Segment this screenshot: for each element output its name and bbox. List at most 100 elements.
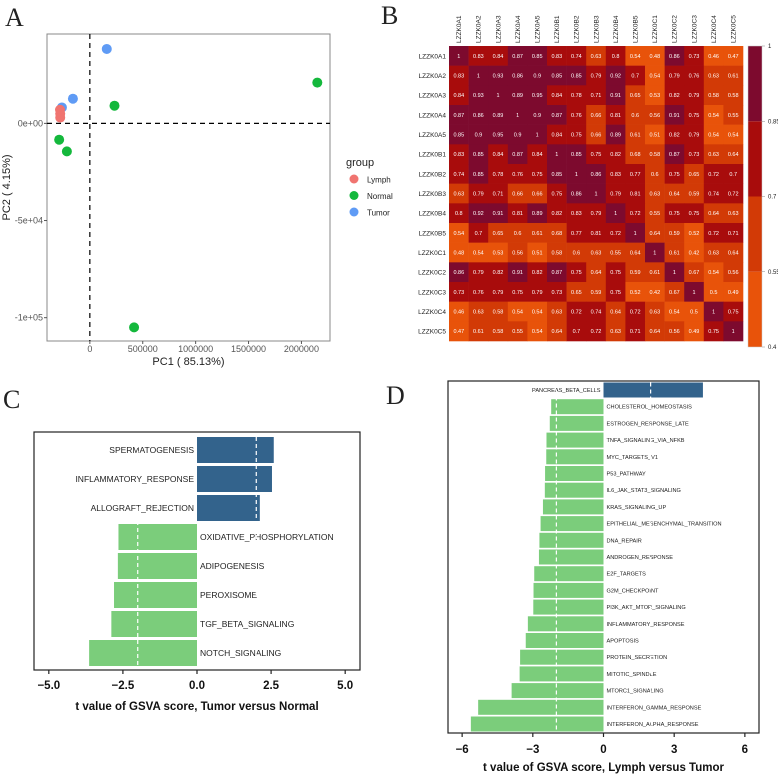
heatmap-cell bbox=[507, 321, 528, 342]
bar-label: DNA_REPAIR bbox=[607, 538, 642, 544]
heatmap-cell-value: 0.6 bbox=[514, 231, 522, 237]
heatmap-cell bbox=[527, 203, 548, 224]
heatmap-cell bbox=[566, 164, 587, 184]
heatmap-cell bbox=[645, 223, 665, 243]
heatmap-cell bbox=[645, 183, 665, 204]
heatmap-cell-value: 0.87 bbox=[551, 113, 562, 119]
heatmap-cell bbox=[527, 164, 548, 184]
row-label: LZZK0B3 bbox=[419, 191, 447, 198]
heatmap-cell-value: 0.58 bbox=[551, 251, 562, 257]
heatmap-cell bbox=[566, 85, 587, 106]
heatmap-cell-value: 0.85 bbox=[551, 74, 562, 80]
heatmap-cell-value: 0.72 bbox=[571, 310, 582, 316]
heatmap-cell-value: 0.79 bbox=[689, 133, 700, 139]
heatmap-cell-value: 0.52 bbox=[689, 231, 700, 237]
column-label: LZZK0B2 bbox=[574, 15, 581, 43]
heatmap-cell bbox=[625, 301, 646, 322]
heatmap-cell-value: 0.61 bbox=[630, 133, 641, 139]
heatmap-cell-value: 0.49 bbox=[728, 290, 739, 296]
colorbar-segment bbox=[748, 271, 762, 347]
heatmap-cell-value: 0.55 bbox=[512, 329, 523, 335]
heatmap-cell bbox=[703, 321, 724, 342]
heatmap-cell-value: 0.71 bbox=[493, 192, 504, 198]
heatmap-cell-value: 0.59 bbox=[591, 290, 602, 296]
heatmap-cell bbox=[527, 223, 548, 243]
heatmap-cell-value: 0.9 bbox=[533, 74, 541, 80]
heatmap-cell bbox=[703, 242, 724, 263]
column-label: LZZK0A4 bbox=[515, 15, 522, 43]
heatmap-cell-value: 0.78 bbox=[493, 172, 504, 178]
x-tick-label: −6 bbox=[456, 744, 469, 756]
heatmap-cell bbox=[645, 144, 665, 165]
heatmap-cell-value: 0.75 bbox=[610, 290, 621, 296]
heatmap-cell-value: 0.58 bbox=[493, 329, 504, 335]
heatmap-cell bbox=[703, 164, 724, 184]
heatmap-cell-value: 0.63 bbox=[591, 54, 602, 60]
heatmap-cell-value: 0.86 bbox=[512, 74, 523, 80]
heatmap-cell-value: 0.75 bbox=[591, 152, 602, 158]
colorbar-tick-label: 0.85 bbox=[768, 119, 778, 125]
heatmap-cell bbox=[625, 262, 646, 283]
correlation-heatmap: 1 0.83 0.84 0.87 0.85 0.83 0.74 0.63 0.8 0.54 0.48… bbox=[418, 15, 778, 351]
heatmap-cell bbox=[547, 144, 567, 165]
row-label: LZZK0C4 bbox=[418, 309, 446, 316]
point-tumor bbox=[67, 93, 78, 104]
y-tick-label: -5e+04 bbox=[15, 216, 43, 226]
heatmap-cell bbox=[723, 85, 744, 106]
bar-down bbox=[118, 524, 197, 550]
heatmap-cell-value: 0.72 bbox=[591, 329, 602, 335]
heatmap-cell-value: 0.79 bbox=[493, 290, 504, 296]
heatmap-cell-value: 0.63 bbox=[649, 192, 660, 198]
pca-scatter-plot: 0 500000 1000000 1500000 2000000 0e+00 -5e+04 -… bbox=[1, 33, 393, 368]
heatmap-cell-value: 1 bbox=[575, 172, 578, 178]
heatmap-cell-value: 1 bbox=[712, 310, 715, 316]
heatmap-cell-value: 0.81 bbox=[591, 231, 602, 237]
heatmap-cell bbox=[586, 183, 607, 204]
heatmap-cell bbox=[625, 144, 646, 165]
heatmap-cell-value: 0.72 bbox=[630, 211, 641, 217]
heatmap-cell-value: 0.77 bbox=[630, 172, 641, 178]
heatmap-cell bbox=[468, 321, 489, 342]
heatmap-cell-value: 0.61 bbox=[669, 251, 680, 257]
heatmap-cell-value: 0.72 bbox=[728, 192, 739, 198]
heatmap-cell-value: 0.87 bbox=[512, 54, 523, 60]
bar-label: EPITHELIAL_MESENCHYMAL_TRANSITION bbox=[607, 522, 722, 528]
heatmap-cell bbox=[664, 183, 685, 204]
column-label: LZZK0A1 bbox=[456, 15, 463, 43]
heatmap-cell bbox=[547, 183, 567, 204]
heatmap-cell bbox=[703, 105, 724, 125]
heatmap-cell-value: 0.71 bbox=[591, 93, 602, 99]
heatmap-cell-value: 0.79 bbox=[473, 192, 484, 198]
heatmap-cell bbox=[664, 105, 685, 125]
heatmap-cell bbox=[547, 242, 567, 263]
heatmap-cell-value: 0.79 bbox=[689, 93, 700, 99]
heatmap-cell-value: 0.56 bbox=[649, 113, 660, 119]
panel-label-c: C bbox=[3, 385, 20, 414]
heatmap-cell-value: 0.81 bbox=[610, 113, 621, 119]
heatmap-cell-value: 0.75 bbox=[669, 172, 680, 178]
heatmap-cell-value: 0.64 bbox=[649, 231, 660, 237]
heatmap-cell-value: 0.84 bbox=[532, 152, 543, 158]
heatmap-cell bbox=[723, 262, 744, 283]
heatmap-cell bbox=[547, 105, 567, 125]
heatmap-cell-value: 1 bbox=[457, 54, 460, 60]
bar-label: APOPTOSIS bbox=[607, 638, 639, 644]
heatmap-cell-value: 0.75 bbox=[610, 270, 621, 276]
heatmap-cell bbox=[703, 183, 724, 204]
heatmap-cell bbox=[527, 144, 548, 165]
heatmap-cell bbox=[664, 262, 685, 283]
heatmap-cell-value: 0.87 bbox=[453, 113, 464, 119]
bar-label: PROTEIN_SECRETION bbox=[607, 655, 668, 661]
heatmap-cell bbox=[566, 262, 587, 283]
heatmap-cell-value: 0.59 bbox=[630, 270, 641, 276]
heatmap-cell bbox=[547, 203, 567, 224]
bar-label: ESTROGEN_RESPONSE_LATE bbox=[607, 421, 690, 427]
heatmap-cell bbox=[703, 46, 724, 66]
bar-label: MYC_TARGETS_V1 bbox=[607, 455, 659, 461]
heatmap-cell-value: 0.83 bbox=[453, 74, 464, 80]
heatmap-cell-value: 0.61 bbox=[649, 270, 660, 276]
heatmap-cell-value: 0.91 bbox=[669, 113, 680, 119]
heatmap-cell-value: 0.79 bbox=[610, 192, 621, 198]
heatmap-cell bbox=[723, 282, 744, 302]
heatmap-cell bbox=[625, 65, 646, 86]
